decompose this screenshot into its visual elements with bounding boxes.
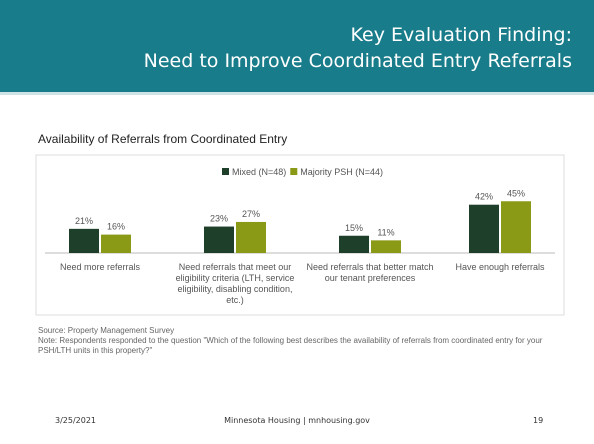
data-label: 16% xyxy=(107,222,125,232)
legend-label: Majority PSH (N=44) xyxy=(300,167,383,177)
header-title: Key Evaluation Finding: xyxy=(350,24,573,46)
data-label: 27% xyxy=(242,209,260,219)
bar xyxy=(469,204,499,253)
data-label: 21% xyxy=(75,216,93,226)
footer-page: 19 xyxy=(533,416,544,425)
bar xyxy=(371,240,401,253)
note: Note: Respondents responded to the quest… xyxy=(38,336,543,355)
chart-frame xyxy=(35,154,565,316)
data-label: 15% xyxy=(345,223,363,233)
bar xyxy=(501,201,531,253)
bar xyxy=(204,226,234,253)
footer-date: 3/25/2021 xyxy=(55,416,97,425)
x-tick-label: Have enough referrals xyxy=(455,262,545,272)
x-tick-label: Need referrals that meet our eligibility… xyxy=(175,262,295,305)
data-label: 42% xyxy=(475,192,493,202)
data-label: 45% xyxy=(507,188,525,198)
legend-swatch xyxy=(290,168,298,175)
data-label: 23% xyxy=(210,214,228,224)
footer-center: Minnesota Housing | mnhousing.gov xyxy=(224,416,370,425)
bar xyxy=(69,228,99,253)
data-label: 11% xyxy=(377,227,394,237)
bar xyxy=(236,221,266,253)
header-title: Need to Improve Coordinated Entry Referr… xyxy=(143,50,572,72)
bar xyxy=(339,235,369,253)
legend-label: Mixed (N=48) xyxy=(232,167,286,177)
bar xyxy=(101,234,131,253)
x-tick-label: Need referrals that better match our ten… xyxy=(306,262,434,283)
source: Source: Property Management Survey xyxy=(38,326,175,335)
legend-swatch xyxy=(222,168,229,175)
header: Key Evaluation Finding: Need to Improve … xyxy=(0,0,594,95)
chart-title: Availability of Referrals from Coordinat… xyxy=(38,132,287,146)
x-tick-label: Need more referrals xyxy=(59,262,141,272)
